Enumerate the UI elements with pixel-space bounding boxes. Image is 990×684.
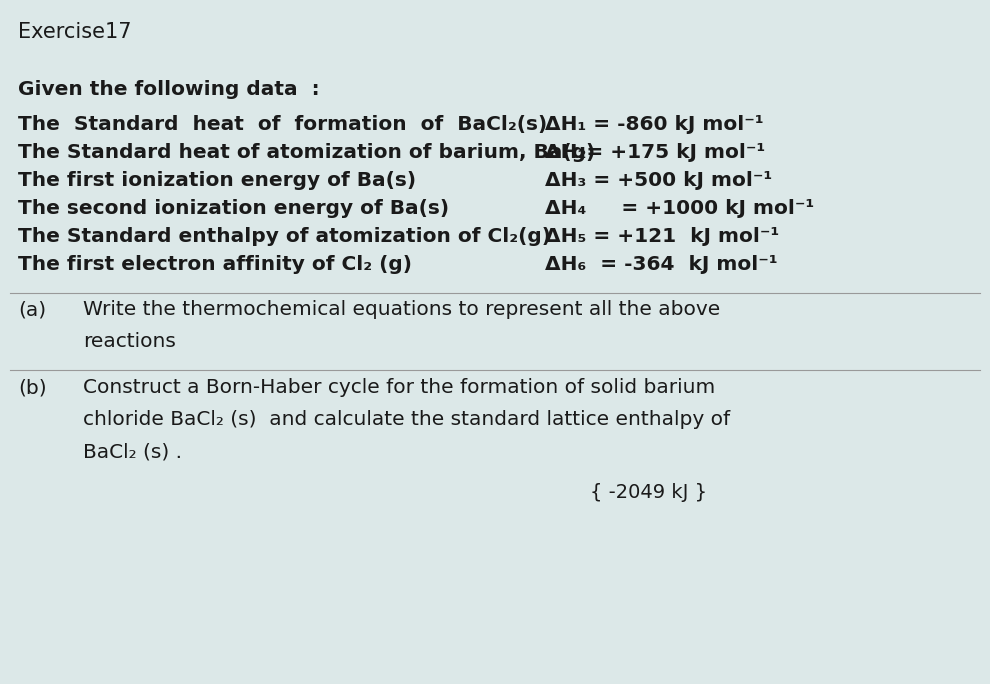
Text: Given the following data  :: Given the following data : <box>18 80 320 99</box>
Text: ΔH₄     = +1000 kJ mol⁻¹: ΔH₄ = +1000 kJ mol⁻¹ <box>545 199 814 218</box>
Text: reactions: reactions <box>83 332 176 351</box>
Text: ΔH₁ = -860 kJ mol⁻¹: ΔH₁ = -860 kJ mol⁻¹ <box>545 115 763 134</box>
Text: ΔH₂= +175 kJ mol⁻¹: ΔH₂= +175 kJ mol⁻¹ <box>545 143 765 162</box>
Text: ΔH₅ = +121  kJ mol⁻¹: ΔH₅ = +121 kJ mol⁻¹ <box>545 227 779 246</box>
Text: BaCl₂ (s) .: BaCl₂ (s) . <box>83 442 182 461</box>
Text: ΔH₃ = +500 kJ mol⁻¹: ΔH₃ = +500 kJ mol⁻¹ <box>545 171 772 190</box>
Text: (a): (a) <box>18 300 47 319</box>
Text: Write the thermochemical equations to represent all the above: Write the thermochemical equations to re… <box>83 300 721 319</box>
Text: The Standard enthalpy of atomization of Cl₂(g): The Standard enthalpy of atomization of … <box>18 227 551 246</box>
Text: chloride BaCl₂ (s)  and calculate the standard lattice enthalpy of: chloride BaCl₂ (s) and calculate the sta… <box>83 410 731 429</box>
Text: (b): (b) <box>18 378 47 397</box>
Text: The first electron affinity of Cl₂ (g): The first electron affinity of Cl₂ (g) <box>18 255 412 274</box>
Text: The Standard heat of atomization of barium, Ba(g): The Standard heat of atomization of bari… <box>18 143 595 162</box>
Text: The first ionization energy of Ba(s): The first ionization energy of Ba(s) <box>18 171 416 190</box>
Text: Exercise17: Exercise17 <box>18 22 132 42</box>
Text: Construct a Born-Haber cycle for the formation of solid barium: Construct a Born-Haber cycle for the for… <box>83 378 715 397</box>
Text: The  Standard  heat  of  formation  of  BaCl₂(s): The Standard heat of formation of BaCl₂(… <box>18 115 547 134</box>
Text: ΔH₆  = -364  kJ mol⁻¹: ΔH₆ = -364 kJ mol⁻¹ <box>545 255 777 274</box>
Text: The second ionization energy of Ba(s): The second ionization energy of Ba(s) <box>18 199 449 218</box>
Text: { -2049 kJ }: { -2049 kJ } <box>590 483 707 502</box>
